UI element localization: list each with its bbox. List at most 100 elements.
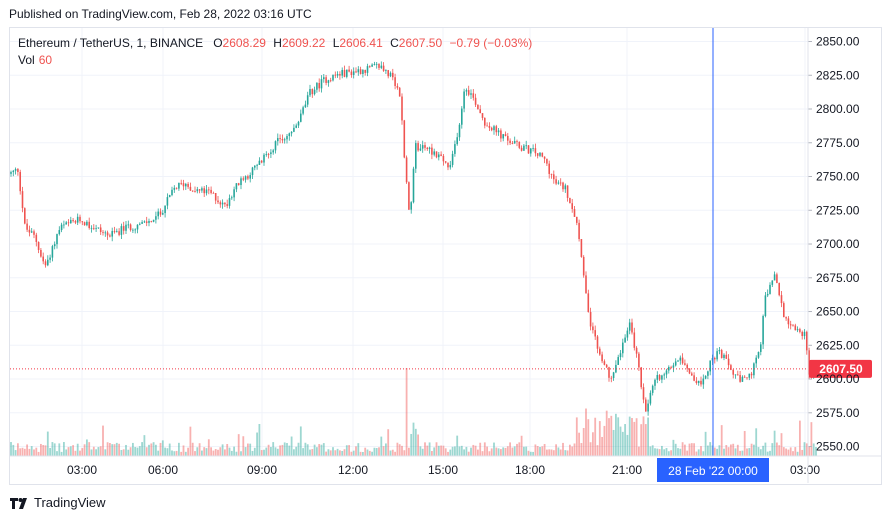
candle-body [557,182,560,184]
candle-body [684,363,686,365]
candle-body [233,189,235,198]
volume-bar [789,447,792,456]
volume-bar [638,446,640,456]
candle-body [86,221,88,226]
candle-body [28,229,31,233]
volume-bar [594,417,597,456]
volume-bar [19,448,22,456]
volume-bar [228,447,231,456]
candle-body [249,175,251,179]
x-tick-label: 12:00 [338,463,368,477]
candle-body [99,227,102,232]
volume-bar [702,451,705,456]
candle-body [645,399,647,412]
candle-body [509,140,511,144]
volume-bar [562,442,564,456]
volume-bar [299,426,302,456]
candle-body [281,139,284,141]
candle-body [373,64,376,65]
candle-body [171,189,173,196]
candle-body [470,93,472,95]
volume-bar [173,451,176,456]
candle-body [168,195,171,198]
candle-body [125,224,127,231]
candle-body [343,69,346,77]
volume-bar [727,447,730,456]
volume-bar [713,447,716,456]
volume-bar [502,447,505,456]
volume-bar [617,417,620,456]
candle-body [520,147,523,151]
candle-body [320,79,323,89]
candle-body [746,377,748,379]
volume-bar [587,419,590,456]
volume-bar [253,447,256,456]
volume-bar [488,451,491,456]
volume-bar [725,445,728,456]
candle-body [327,80,330,83]
volume-bar [801,449,804,456]
volume-bar [437,445,440,456]
volume-bar [263,449,265,456]
volume-bar [115,442,118,456]
volume-bar [375,448,378,456]
candle-body [727,358,730,366]
volume-bar [674,443,677,456]
candle-body [187,183,189,187]
volume-bar [212,450,215,456]
legend-close-label: C [390,36,399,50]
volume-bar [389,450,392,456]
candle-body [290,131,293,134]
y-tick-label: 2725.00 [816,203,860,217]
volume-bar [350,451,353,456]
volume-bar [366,449,369,456]
volume-bar [794,447,797,456]
y-tick-label: 2600.00 [816,372,860,386]
volume-bar [95,449,97,456]
candle-body [585,275,587,294]
candle-body [716,351,718,360]
volume-bar [203,447,206,456]
candle-body [718,350,721,352]
candle-body [323,77,325,80]
volume-bar [651,445,654,456]
candle-body [191,190,194,192]
chart-overlay: 2607.50 28 Feb '22 00:00 [10,28,872,482]
volume-bar [778,445,781,456]
volume-bar [419,446,422,456]
volume-bar [334,450,337,456]
volume-bar [550,449,553,456]
volume-bar [159,442,162,456]
candle-body [256,164,258,166]
candle-body [132,229,134,231]
tradingview-brand[interactable]: TradingView [10,495,106,510]
candle-body [550,173,553,175]
volume-bar [272,442,275,456]
legend-vol: 60 [38,53,53,67]
candle-body [95,228,97,230]
volume-bar [815,446,817,456]
candle-body [431,147,433,155]
volume-bar [198,443,201,456]
volume-bar [504,447,507,456]
volume-bar [136,447,139,456]
candle-body [773,274,776,281]
candle-body [17,169,19,172]
volume-bar [481,451,484,456]
candle-body [313,89,316,95]
candle-body [359,69,362,74]
volume-bar [548,449,551,456]
volume-bar [447,451,449,456]
candle-body [263,154,265,163]
candle-body [272,150,274,153]
volume-bar [746,448,748,456]
volume-bar [720,425,723,456]
candle-body [329,80,332,82]
candle-body [83,222,86,226]
candle-body [753,363,755,376]
volume-bar [56,451,58,456]
volume-bar [17,443,19,456]
candle-body [355,71,357,73]
volume-bar [527,450,530,456]
